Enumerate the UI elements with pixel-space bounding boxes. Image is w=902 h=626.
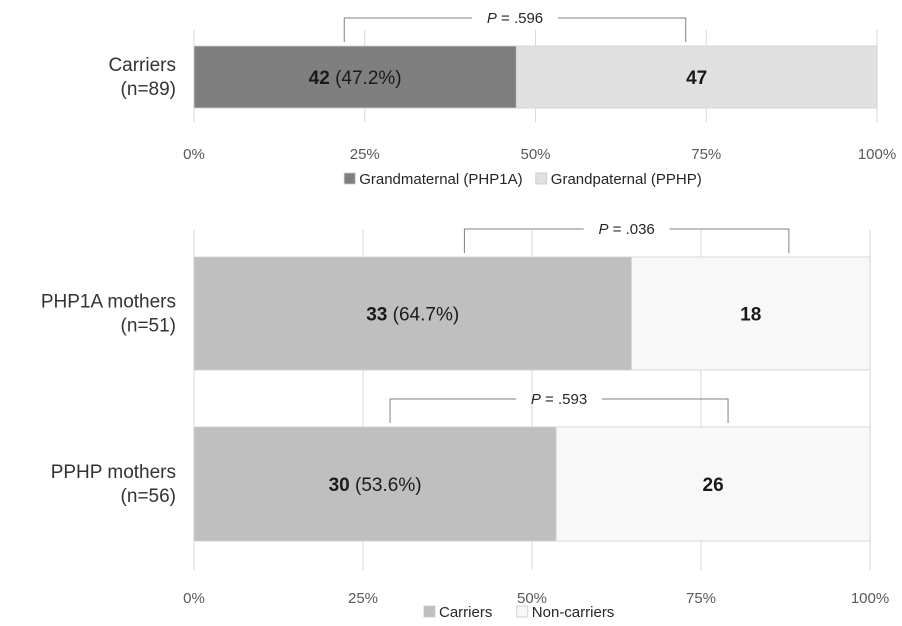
x-tick-label: 50%	[520, 146, 550, 163]
bar-segment	[555, 426, 871, 542]
bar-segment	[515, 45, 878, 109]
data-label-number: 30	[329, 475, 350, 496]
category-label: PHP1A mothers (n=51)	[41, 292, 176, 337]
data-label: 18	[740, 305, 761, 326]
x-tick-label: 75%	[686, 590, 716, 607]
data-label-percent: (64.7%)	[387, 305, 459, 326]
legend: Grandmaternal (PHP1A) Grandpaternal (PPHP…	[343, 171, 702, 188]
significance-bracket	[389, 398, 729, 423]
data-label-number: 33	[366, 305, 387, 326]
legend: Carriers Non-carriers	[423, 604, 615, 621]
bar-segment	[193, 256, 632, 371]
legend-swatch	[423, 605, 436, 618]
data-label-percent: (47.2%)	[330, 68, 402, 89]
chart-mothers: 33 (64.7%) 18 PHP1A mothers (n=51) 30 (53.6%…	[41, 221, 889, 621]
p-value-text: = .593	[541, 391, 587, 408]
category-label-line: (n=56)	[121, 486, 176, 507]
p-value-symbol: P	[487, 10, 497, 27]
legend-label: Grandmaternal (PHP1A)	[359, 171, 522, 188]
x-tick-label: 100%	[858, 146, 896, 163]
significance-bracket	[463, 228, 790, 253]
data-label-number: 18	[740, 305, 761, 326]
p-value-label: P = .596	[487, 10, 543, 27]
legend-swatch	[343, 172, 356, 185]
legend-label: Non-carriers	[532, 604, 615, 621]
bar-segment	[193, 426, 557, 542]
legend-swatch	[516, 605, 529, 618]
x-tick-label: 100%	[851, 590, 889, 607]
p-value-symbol: P	[598, 221, 608, 238]
data-label-percent: (53.6%)	[350, 475, 422, 496]
significance-bracket	[343, 17, 687, 42]
p-value-symbol: P	[531, 391, 541, 408]
data-label: 47	[686, 68, 707, 89]
data-label-number: 42	[309, 68, 330, 89]
chart-carriers: 42 (47.2%) 47 Carriers (n=89) 0% 25% 50% 75% 100…	[108, 10, 896, 188]
category-label: Carriers (n=89)	[108, 55, 176, 100]
legend-label: Grandpaternal (PPHP)	[551, 171, 702, 188]
category-label-line: PHP1A mothers	[41, 292, 176, 313]
data-label: 26	[703, 475, 724, 496]
category-label-line: PPHP mothers	[51, 462, 176, 483]
legend-label: Carriers	[439, 604, 492, 621]
category-label-line: Carriers	[108, 55, 176, 76]
x-tick-label: 25%	[348, 590, 378, 607]
legend-swatch	[535, 172, 548, 185]
x-tick-label: 75%	[691, 146, 721, 163]
data-label: 30 (53.6%)	[329, 475, 422, 496]
data-label-number: 47	[686, 68, 707, 89]
x-tick-label: 25%	[350, 146, 380, 163]
x-tick-label: 0%	[183, 146, 205, 163]
bar-segment	[631, 256, 871, 371]
p-value-text: = .596	[497, 10, 543, 27]
data-label: 42 (47.2%)	[309, 68, 402, 89]
p-value-label: P = .036	[598, 221, 654, 238]
p-value-label: P = .593	[531, 391, 587, 408]
bar-segment	[193, 45, 517, 109]
p-value-text: = .036	[608, 221, 654, 238]
x-tick-label: 0%	[183, 590, 205, 607]
data-label-number: 26	[703, 475, 724, 496]
data-label: 33 (64.7%)	[366, 305, 459, 326]
category-label-line: (n=89)	[121, 79, 176, 100]
x-tick-label: 50%	[517, 590, 547, 607]
category-label: PPHP mothers (n=56)	[51, 462, 176, 507]
category-label-line: (n=51)	[121, 316, 176, 337]
